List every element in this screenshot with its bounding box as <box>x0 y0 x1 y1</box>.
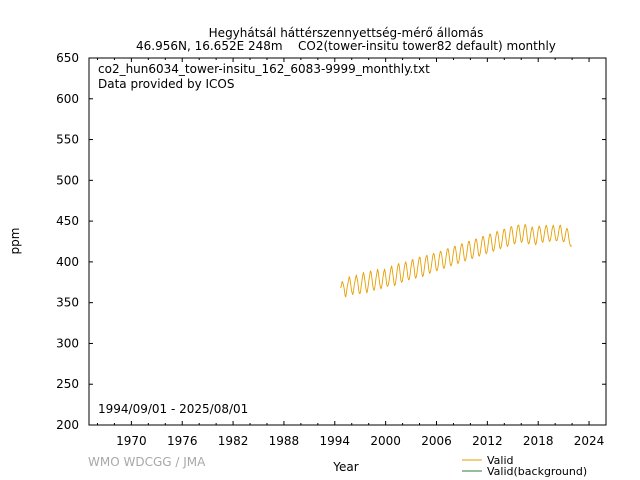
series-line-0 <box>340 223 573 298</box>
x-tick-label: 1970 <box>116 434 147 448</box>
annotation-provider: Data provided by ICOS <box>98 77 234 91</box>
y-tick-label: 250 <box>56 377 79 391</box>
chart-title-group: Hegyhátsál háttérszennyettség-mérő állom… <box>136 26 556 53</box>
chart-subtitle-species: CO2(tower-insitu tower82 default) monthl… <box>298 39 556 53</box>
legend: Valid Valid(background) <box>462 454 587 478</box>
x-tick-label: 2000 <box>370 434 401 448</box>
x-tick-label: 1994 <box>320 434 351 448</box>
y-tick-label: 300 <box>56 336 79 350</box>
chart-subtitle-location: 46.956N, 16.652E 248m <box>136 39 283 53</box>
x-axis-label: Year <box>332 460 358 474</box>
x-tick-label: 1976 <box>167 434 198 448</box>
y-axis-label: ppm <box>8 228 22 255</box>
x-axis: 1970 1976 1982 1988 1994 2000 2006 2012 2018 2024 <box>96 58 607 448</box>
y-tick-label: 550 <box>56 133 79 147</box>
y-axis: 200 250 300 350 400 450 500 550 600 650 <box>56 51 606 432</box>
legend-label-background: Valid(background) <box>487 465 587 478</box>
y-tick-label: 500 <box>56 173 79 187</box>
y-tick-label: 450 <box>56 214 79 228</box>
series-layer <box>340 223 573 298</box>
annotation-period: 1994/09/01 - 2025/08/01 <box>98 402 248 416</box>
x-tick-label: 2024 <box>574 434 605 448</box>
y-tick-label: 400 <box>56 255 79 269</box>
credit-text: WMO WDCGG / JMA <box>88 455 206 469</box>
chart-title: Hegyhátsál háttérszennyettség-mérő állom… <box>209 26 484 40</box>
x-tick-label: 2018 <box>523 434 554 448</box>
legend-label-valid: Valid <box>487 454 514 467</box>
y-tick-label: 200 <box>56 418 79 432</box>
x-tick-label: 2006 <box>421 434 452 448</box>
x-tick-label: 1982 <box>218 434 249 448</box>
annotation-filename: co2_hun6034_tower-insitu_162_6083-9999_m… <box>98 62 430 76</box>
y-tick-label: 650 <box>56 51 79 65</box>
x-tick-label: 1988 <box>269 434 300 448</box>
x-tick-label: 2012 <box>472 434 503 448</box>
y-tick-label: 600 <box>56 92 79 106</box>
y-tick-label: 350 <box>56 296 79 310</box>
plot-frame <box>88 57 607 426</box>
